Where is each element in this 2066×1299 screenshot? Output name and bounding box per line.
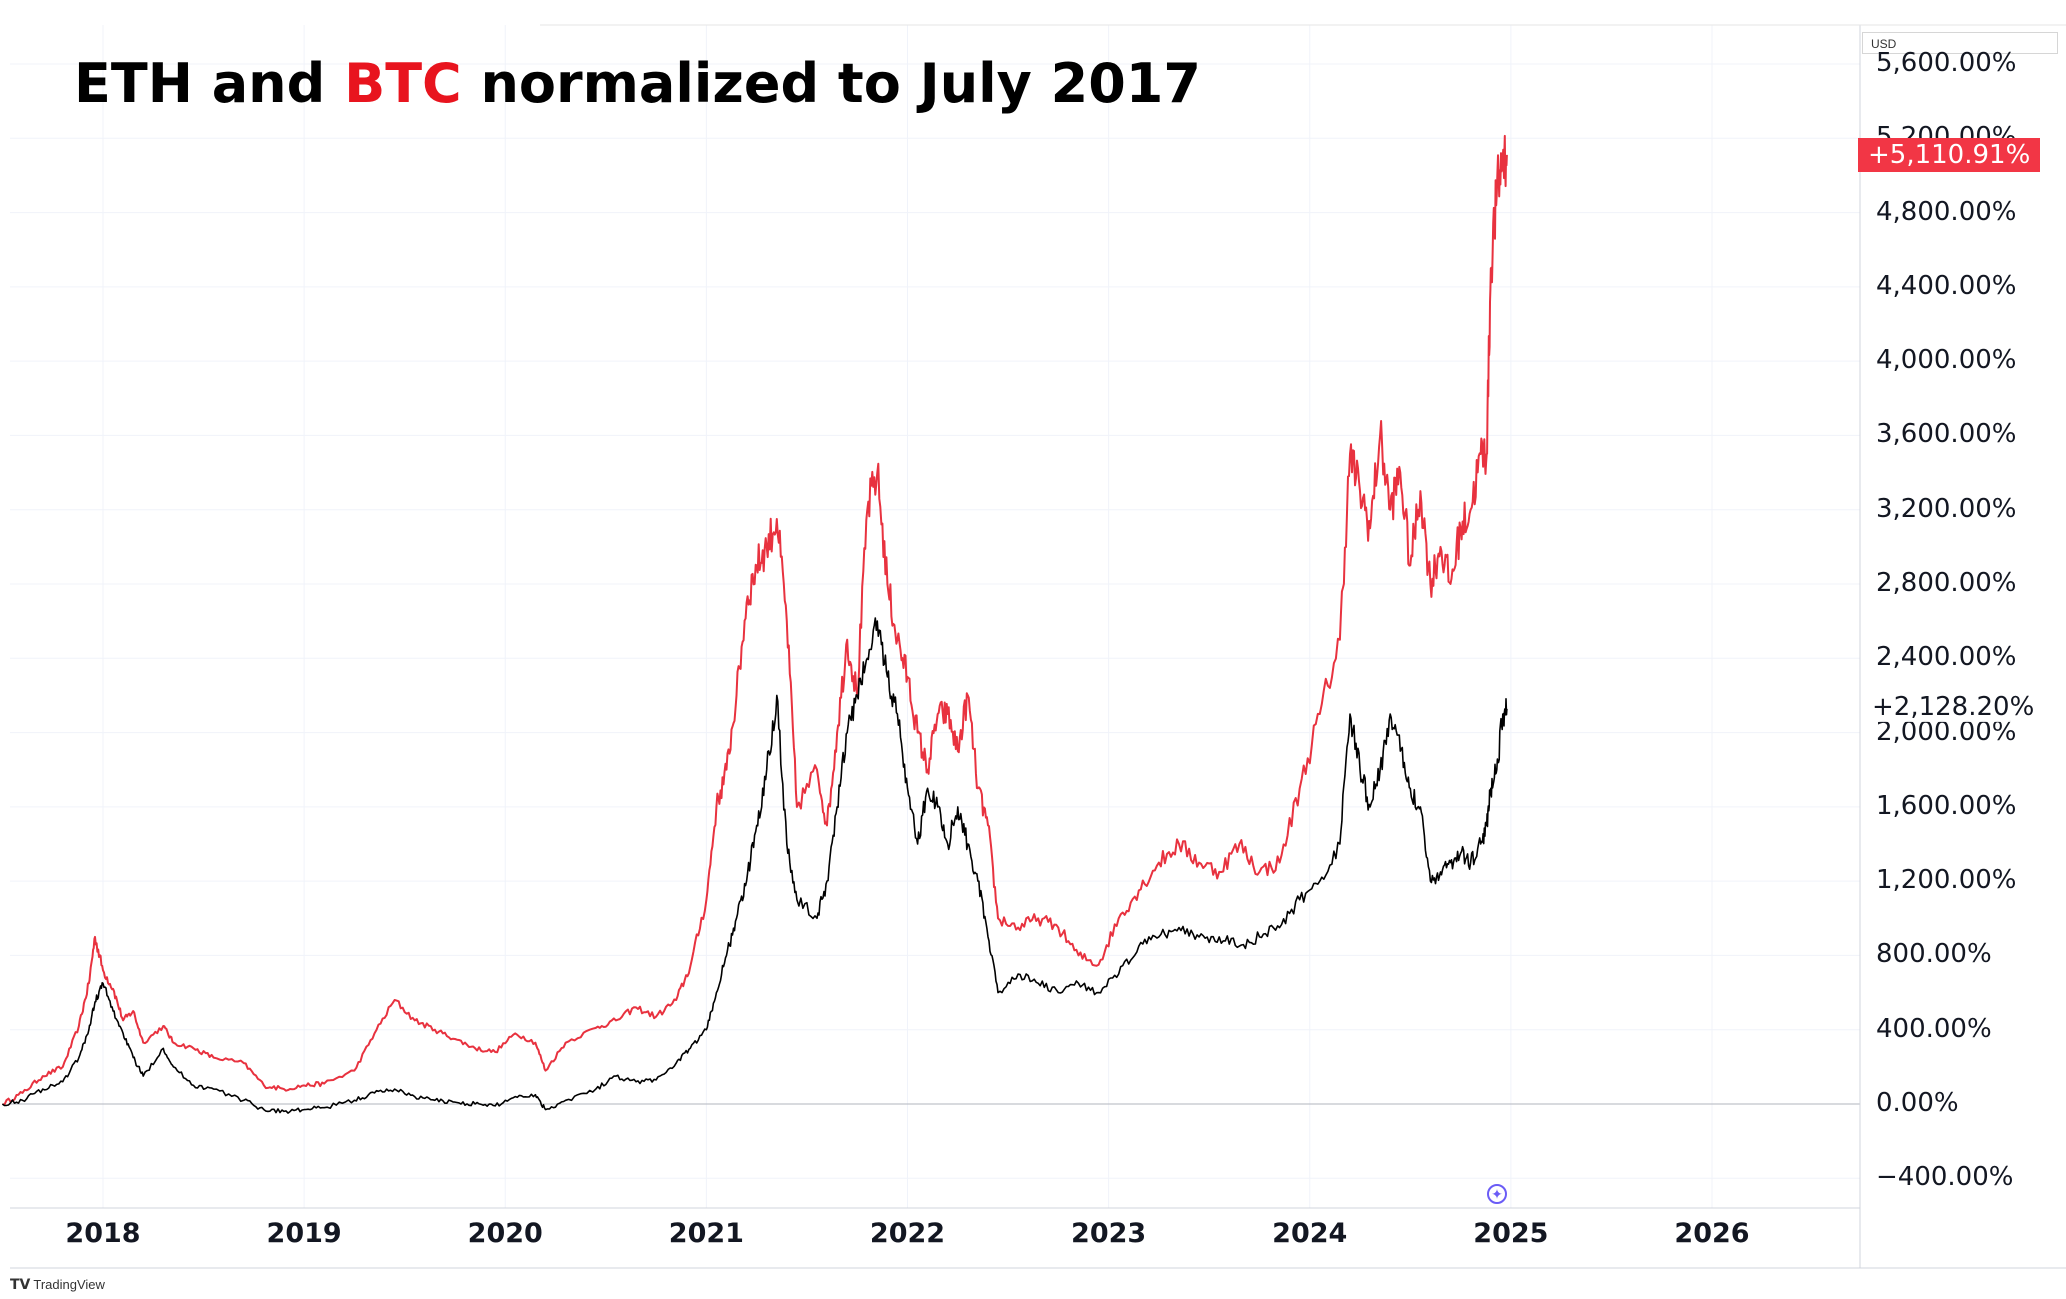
y-tick-label: 5,600.00% xyxy=(1876,48,2017,78)
y-tick-label: 4,800.00% xyxy=(1876,196,2017,227)
x-tick-label: 2026 xyxy=(1674,1218,1750,1249)
chart-title: ETH and BTC normalized to July 2017 xyxy=(74,52,1201,115)
y-tick-label: 1,600.00% xyxy=(1876,790,2017,821)
y-tick-label: 4,000.00% xyxy=(1876,345,2017,376)
tradingview-watermark: 𝗧𝗩 TradingView xyxy=(10,1276,105,1293)
series-layer xyxy=(1,134,1508,1114)
y-tick-label: 3,200.00% xyxy=(1876,493,2017,524)
y-tick-label: 4,400.00% xyxy=(1876,270,2017,301)
watermark-text: TradingView xyxy=(33,1277,105,1292)
eth-series-line xyxy=(1,617,1508,1114)
y-tick-label: 800.00% xyxy=(1876,939,1992,970)
title-part-rest: normalized to July 2017 xyxy=(461,52,1201,115)
y-tick-label: 3,600.00% xyxy=(1876,419,2017,450)
btc-series-line xyxy=(2,134,1508,1106)
x-tick-label: 2022 xyxy=(869,1218,946,1249)
y-tick-label: 0.00% xyxy=(1876,1088,1959,1118)
scroll-to-realtime-icon[interactable]: ✦ xyxy=(1487,1184,1507,1204)
y-tick-label: 2,800.00% xyxy=(1876,568,2017,598)
y-tick-label: 1,200.00% xyxy=(1876,865,2017,896)
tradingview-logo-icon: 𝗧𝗩 xyxy=(10,1276,31,1292)
x-tick-label: 2023 xyxy=(1071,1218,1147,1249)
x-tick-label: 2025 xyxy=(1473,1218,1549,1249)
title-part-eth: ETH and xyxy=(74,52,345,115)
x-tick-label: 2024 xyxy=(1272,1218,1348,1249)
btc-last-value-badge: +5,110.91% xyxy=(1858,138,2041,172)
currency-selector[interactable]: USD xyxy=(1862,32,2058,54)
y-tick-label: 400.00% xyxy=(1876,1013,1992,1044)
title-part-btc: BTC xyxy=(344,52,462,115)
x-tick-label: 2019 xyxy=(266,1218,342,1249)
eth-last-value-label: +2,128.20% xyxy=(1872,692,2035,722)
y-tick-label: 2,400.00% xyxy=(1876,642,2017,673)
x-tick-label: 2020 xyxy=(467,1218,543,1249)
x-tick-label: 2021 xyxy=(668,1218,744,1249)
y-tick-label: −400.00% xyxy=(1876,1162,2014,1193)
grid-lines xyxy=(10,25,1860,1208)
x-tick-label: 2018 xyxy=(65,1218,141,1249)
